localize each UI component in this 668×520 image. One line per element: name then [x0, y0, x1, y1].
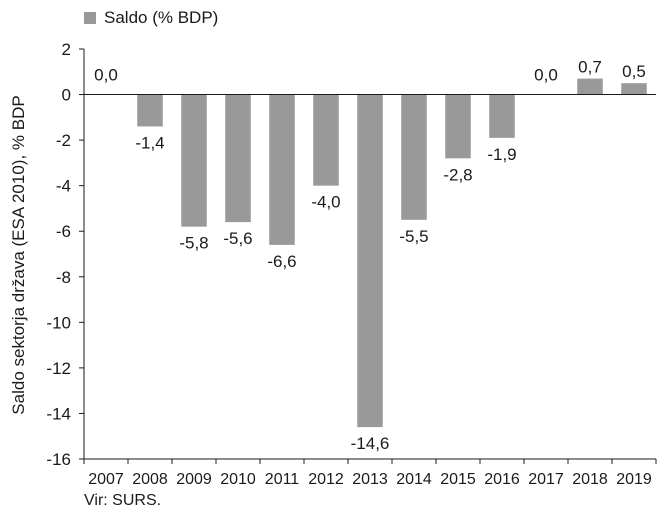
data-label-2018: 0,7: [578, 58, 602, 77]
x-tick-label-2015: 2015: [440, 471, 476, 488]
x-tick-label-2008: 2008: [132, 471, 168, 488]
x-tick-label-2014: 2014: [396, 471, 432, 488]
x-tick-label-2013: 2013: [352, 471, 388, 488]
data-label-2009: -5,8: [179, 234, 208, 253]
data-label-2012: -4,0: [311, 193, 340, 212]
bar-2013: [357, 94, 383, 428]
y-tick-label: -8: [56, 268, 71, 287]
bar-2010: [225, 94, 251, 223]
legend-label: Saldo (% BDP): [104, 8, 219, 27]
bar-2012: [313, 94, 339, 186]
x-tick-label-2012: 2012: [308, 471, 344, 488]
y-tick-label: -4: [56, 177, 71, 196]
chart-legend: Saldo (% BDP): [84, 8, 218, 28]
data-label-2008: -1,4: [135, 133, 164, 152]
y-tick-label: -14: [46, 404, 71, 423]
y-tick-label: -2: [56, 131, 71, 150]
data-label-2013: -14,6: [351, 434, 390, 453]
x-tick-label-2009: 2009: [176, 471, 212, 488]
x-tick-label-2017: 2017: [528, 471, 564, 488]
bar-2015: [445, 94, 471, 159]
y-tick-label: -6: [56, 222, 71, 241]
y-tick-label: -16: [46, 450, 71, 469]
x-tick-label-2016: 2016: [484, 471, 520, 488]
data-label-2016: -1,9: [487, 145, 516, 164]
legend-swatch: [84, 12, 96, 24]
y-tick-label: 0: [62, 86, 71, 105]
bar-2011: [269, 94, 295, 245]
bar-2014: [401, 94, 427, 220]
data-label-2007: 0,0: [94, 66, 118, 85]
data-label-2015: -2,8: [443, 165, 472, 184]
y-tick-label: -10: [46, 313, 71, 332]
x-tick-label-2018: 2018: [572, 471, 608, 488]
data-label-2014: -5,5: [399, 227, 428, 246]
source-note: Vir: SURS.: [84, 492, 162, 509]
bar-2008: [137, 94, 163, 127]
bar-2019: [621, 83, 647, 95]
y-tick-label: 2: [62, 40, 71, 59]
y-tick-label: -12: [46, 359, 71, 378]
x-tick-label-2007: 2007: [88, 471, 124, 488]
bar-2016: [489, 94, 515, 138]
x-tick-label-2019: 2019: [616, 471, 652, 488]
data-label-2010: -5,6: [223, 229, 252, 248]
bar-2009: [181, 94, 207, 227]
data-label-2017: 0,0: [534, 66, 558, 85]
x-tick-label-2010: 2010: [220, 471, 256, 488]
data-label-2019: 0,5: [622, 62, 646, 81]
bar-2018: [577, 78, 603, 95]
data-label-2011: -6,6: [267, 252, 296, 271]
x-tick-label-2011: 2011: [265, 471, 300, 488]
